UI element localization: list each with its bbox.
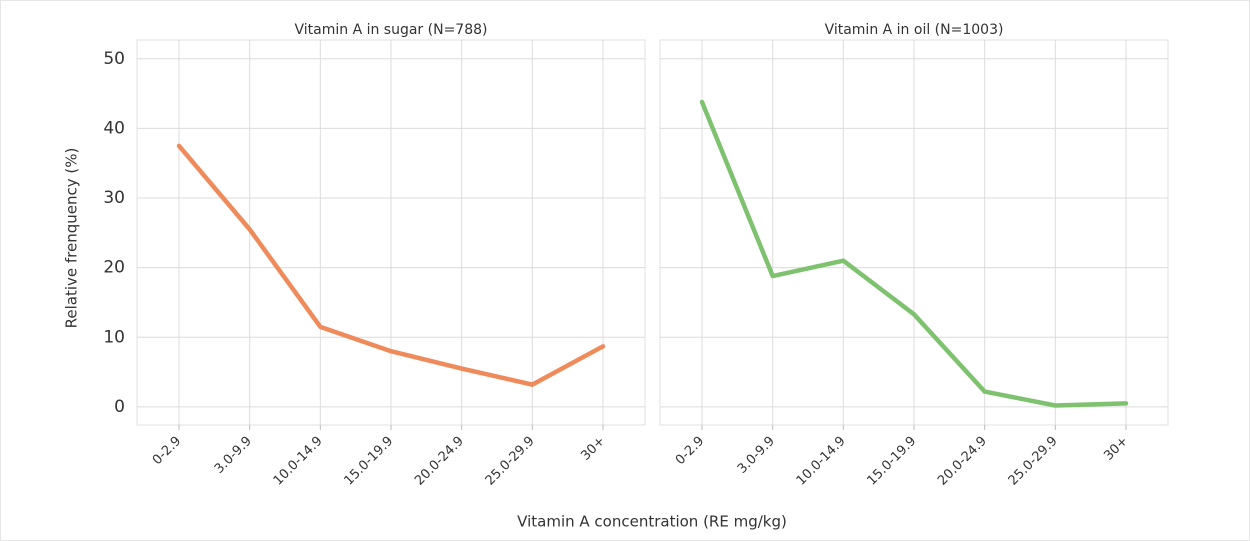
x-tick-label: 15.0-19.9 [341,434,396,489]
x-tick-label: 25.0-29.9 [483,434,538,489]
x-tick-label: 0-2.9 [150,434,184,468]
x-tick-label: 30+ [578,434,608,464]
x-tick-label: 10.0-14.9 [794,434,849,489]
x-tick-label: 3.0-9.9 [735,434,778,477]
x-tick-label: 20.0-24.9 [935,434,990,489]
y-tick-label: 30 [103,188,125,208]
x-tick-label: 10.0-14.9 [271,434,326,489]
y-tick-label: 20 [103,258,125,278]
x-tick-label: 15.0-19.9 [864,434,919,489]
y-axis-label: Relative frenquency (%) [63,148,81,329]
x-tick-label: 20.0-24.9 [412,434,467,489]
x-tick-label: 30+ [1101,434,1131,464]
x-tick-label: 25.0-29.9 [1006,434,1061,489]
y-tick-label: 10 [103,327,125,347]
panel-title: Vitamin A in oil (N=1003) [825,22,1004,38]
x-axis-label: Vitamin A concentration (RE mg/kg) [517,513,787,531]
line [699,99,1129,408]
x-tick-label: 0-2.9 [673,434,707,468]
panel-title: Vitamin A in sugar (N=788) [294,22,487,38]
y-tick-label: 50 [103,49,125,69]
x-tick-label: 3.0-9.9 [212,434,255,477]
y-tick-label: 40 [103,118,125,138]
y-tick-label: 0 [114,397,125,417]
line [176,143,606,387]
